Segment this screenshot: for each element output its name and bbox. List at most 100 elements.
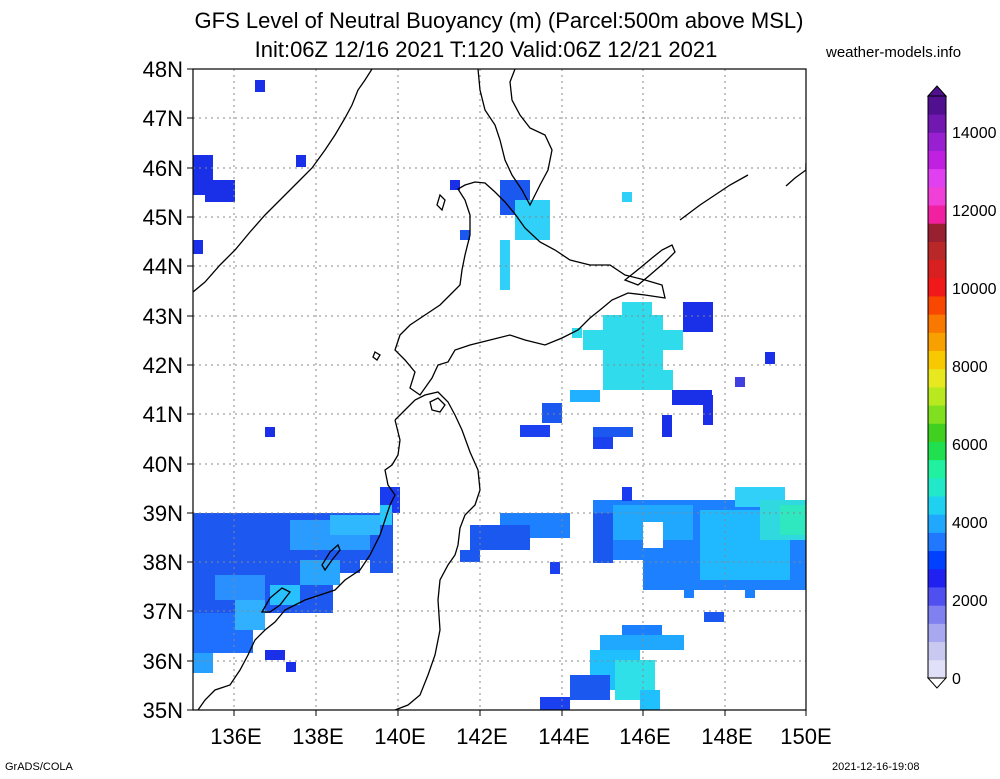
field-cell [765,352,775,364]
colorbar-segment [928,587,946,606]
field-cell [255,80,265,92]
colorbar-segment [928,223,946,242]
colorbar-label: 14000 [952,125,997,142]
colorbar-segment [928,659,946,679]
field-cell [542,403,562,423]
field-cell [622,192,632,202]
buoyancy-field [193,80,806,710]
colorbar-segment [928,641,946,661]
field-cell [460,230,470,240]
colorbar-segments [928,96,946,679]
footer-timestamp: 2021-12-16-19:08 [832,761,920,773]
lat-label: 35N [143,698,183,723]
sado-island-coast [321,543,341,572]
field-cell [780,505,806,535]
field-cell [703,395,713,425]
kuril-islands-coast [623,244,676,286]
colorbar-top-arrow [926,85,948,97]
colorbar-segment [928,514,946,533]
field-cell [215,575,265,600]
lat-label: 41N [143,402,183,427]
field-cell [622,487,632,501]
lon-label: 148E [701,724,752,749]
colorbar-segment [928,241,946,261]
colorbar-bottom-arrow [926,677,948,689]
colorbar-segment [928,477,946,497]
field-cell [520,425,550,437]
colorbar-segment [928,114,946,133]
lat-label: 36N [143,649,183,674]
field-cell [704,612,724,622]
field-cell [583,330,603,350]
lon-label: 140E [374,724,425,749]
field-cell [193,653,213,673]
lon-label: 144E [538,724,589,749]
source-label: weather-models.info [826,44,962,61]
field-cell [570,675,610,700]
field-cell [450,180,460,190]
lat-label: 44N [143,254,183,279]
colorbar-label: 2000 [952,593,988,610]
axis-ticks [187,68,807,716]
lat-label: 39N [143,501,183,526]
field-cell [643,522,663,548]
field-cell [572,328,582,338]
lat-label: 43N [143,304,183,329]
lat-label: 37N [143,599,183,624]
colorbar-segment [928,368,946,388]
lat-label: 40N [143,452,183,477]
colorbar-segment [928,387,946,406]
field-cell [662,415,672,437]
lat-label: 47N [143,106,183,131]
field-cell [593,437,613,449]
field-cell [593,427,633,437]
latitude-labels: 48N 47N 46N 45N 44N 43N 42N 41N 40N 39N … [143,57,183,723]
field-cell [470,525,530,550]
colorbar-segment [928,314,946,333]
field-cell [296,155,306,167]
colorbar-segment [928,296,946,315]
colorbar-segment [928,350,946,370]
coastlines [193,69,806,710]
field-cell [265,650,285,660]
lon-label: 150E [780,724,831,749]
lat-label: 42N [143,353,183,378]
colorbar-segment [928,532,946,552]
field-cell [205,180,235,202]
map-frame [192,68,807,711]
field-cell [600,635,684,650]
kuril-chain-coast [679,174,749,221]
colorbar-segment [928,332,946,352]
mutsu-bay-coast [429,397,446,413]
field-cell [360,560,370,574]
field-cell [330,515,380,535]
colorbar-segment [928,132,946,151]
field-cell [683,302,713,332]
colorbar-label: 6000 [952,437,988,454]
graticule [193,69,806,710]
field-cell [672,390,712,405]
colorbar-segment [928,550,946,570]
field-cell [270,585,300,605]
field-cell [745,590,755,598]
field-cell [735,377,745,387]
lat-label: 46N [143,156,183,181]
field-cell [663,330,683,350]
field-cell [300,560,340,585]
hokkaido-coast [394,181,666,396]
colorbar-label: 12000 [952,203,997,220]
mainland-asia-coast [193,69,373,293]
colorbar-label: 0 [952,671,961,688]
honshu-coast [197,391,481,710]
field-cell [622,302,652,322]
field-cell [570,390,600,402]
field-cell [640,690,660,710]
rishiri-island-coast [436,193,446,212]
field-cell [193,240,203,254]
field-cell [684,590,694,598]
lat-label: 48N [143,57,183,82]
field-cell [235,600,265,630]
lon-label: 142E [456,724,507,749]
lon-label: 146E [619,724,670,749]
